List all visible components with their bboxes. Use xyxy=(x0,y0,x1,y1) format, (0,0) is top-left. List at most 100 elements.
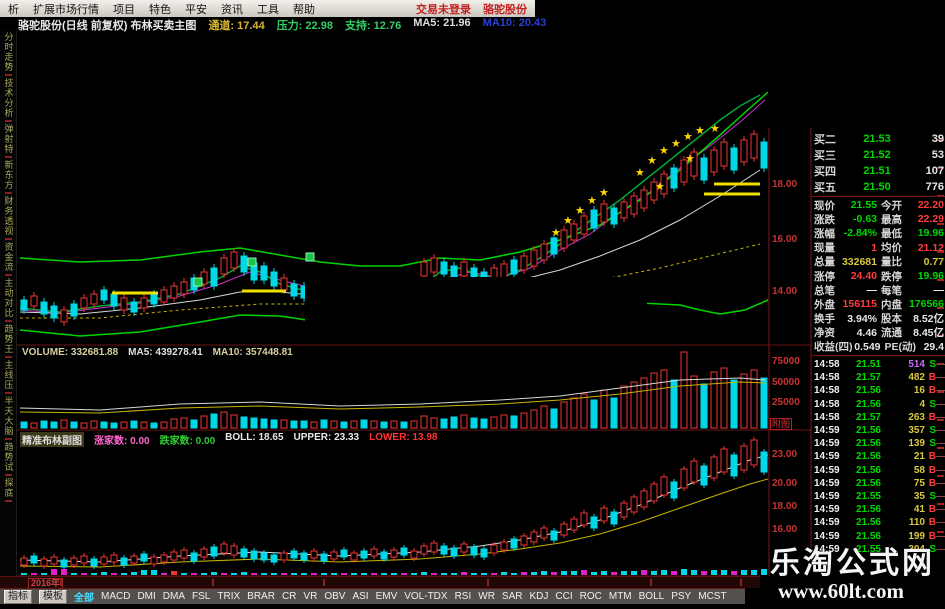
tick-dash: — xyxy=(936,398,945,410)
tick-side: B xyxy=(928,372,936,384)
sidebar-item-11[interactable]: 探底 xyxy=(3,478,14,498)
sidebar-separator xyxy=(4,156,12,158)
sidebar-item-8[interactable]: 主线压 xyxy=(3,360,14,390)
tick-list[interactable]: 14:58 21.51 514 S —14:58 21.57 482 B —14:58 21.56… xyxy=(814,358,945,556)
sidebar-item-10[interactable]: 趋势试 xyxy=(3,442,14,472)
sidebar-item-5[interactable]: 资金流 xyxy=(3,242,14,272)
tick-row: 14:58 21.51 514 S — xyxy=(814,358,945,371)
tab-cci[interactable]: CCI xyxy=(555,591,573,602)
tab-psy[interactable]: PSY xyxy=(671,591,692,602)
tick-dash: — xyxy=(936,504,945,516)
tab-obv[interactable]: OBV xyxy=(324,591,346,602)
tab-macd[interactable]: MACD xyxy=(101,591,131,602)
tick-volume: 41 xyxy=(913,504,925,516)
tick-row: 14:59 21.56 139 S — xyxy=(814,437,945,450)
bottom-button-模板[interactable]: 模板 xyxy=(39,589,67,604)
menu-item[interactable]: 项目 xyxy=(113,3,135,16)
info-label: 收益(四) xyxy=(814,341,853,354)
svg-text:★: ★ xyxy=(655,181,665,193)
tab-cr[interactable]: CR xyxy=(281,591,297,602)
tick-side: B xyxy=(928,530,936,542)
tick-side: S xyxy=(929,438,936,450)
menu-item[interactable]: 析 xyxy=(8,3,19,16)
tick-time: 14:59 xyxy=(814,504,840,516)
axis-label: 18.00 xyxy=(772,179,798,190)
info-label: 涨跌 xyxy=(814,213,835,226)
tab-boll[interactable]: BOLL xyxy=(638,591,665,602)
tick-time: 14:59 xyxy=(814,477,840,489)
tick-price: 21.56 xyxy=(855,477,881,489)
svg-text:★: ★ xyxy=(685,153,695,165)
bid-price: 21.51 xyxy=(863,165,891,177)
tick-price: 21.56 xyxy=(855,464,881,476)
sidebar-item-1[interactable]: 技术分析 xyxy=(3,78,14,118)
sidebar-separator xyxy=(4,120,12,122)
bid-volume: 107 xyxy=(925,165,944,177)
timeline-axis[interactable]: 2016年 xyxy=(0,576,760,589)
tick-time: 14:59 xyxy=(814,517,840,529)
tab-mtm[interactable]: MTM xyxy=(608,591,632,602)
tab-sar[interactable]: SAR xyxy=(501,591,523,602)
sidebar-separator xyxy=(4,192,12,194)
menu-item[interactable]: 工具 xyxy=(257,3,279,16)
tick-price: 21.55 xyxy=(855,543,881,555)
tab-dma[interactable]: DMA xyxy=(162,591,186,602)
tab-vol-tdx[interactable]: VOL-TDX xyxy=(404,591,448,602)
menu-item[interactable]: 扩展市场行情 xyxy=(33,3,99,16)
sidebar-item-9[interactable]: 半天大脑 xyxy=(3,396,14,436)
info-value: 29.4 xyxy=(923,340,944,353)
tab-mcst[interactable]: MCST xyxy=(698,591,727,602)
tab-kdj[interactable]: KDJ xyxy=(529,591,549,602)
info-label: 净资 xyxy=(814,327,835,340)
bid-label: 买三 xyxy=(814,150,836,162)
volume-stat: MA10: 357448.81 xyxy=(212,347,293,358)
info-value: -2.84% xyxy=(843,227,877,240)
tick-row: 14:59 21.56 21 B — xyxy=(814,450,945,463)
sidebar-separator xyxy=(4,438,12,440)
tick-dash: — xyxy=(936,438,945,450)
menu-item[interactable]: 资讯 xyxy=(221,3,243,16)
menu-item[interactable]: 特色 xyxy=(149,3,171,16)
tab-wr[interactable]: WR xyxy=(478,591,495,602)
tab-rsi[interactable]: RSI xyxy=(454,591,472,602)
sub-indicator-header: 精准布林副图 涨家数: 0.00 跌家数: 0.00 BOLL: 18.65 UPPE… xyxy=(20,432,437,447)
info-value: 0.77 xyxy=(923,255,944,268)
axis-label: 18.00 xyxy=(772,501,798,512)
tab-vr[interactable]: VR xyxy=(303,591,318,602)
tab-dmi[interactable]: DMI xyxy=(137,591,156,602)
tick-time: 14:59 xyxy=(814,490,840,502)
tab-asi[interactable]: ASI xyxy=(352,591,369,602)
info-value: 4.46 xyxy=(856,326,877,339)
info-value: 19.96 xyxy=(917,227,944,240)
tab-trix[interactable]: TRIX xyxy=(217,591,241,602)
sub-indicator-stat: UPPER: 23.33 xyxy=(293,432,360,443)
bid-label: 买四 xyxy=(814,166,836,178)
trade-login-status[interactable]: 交易未登录 xyxy=(416,3,471,16)
sidebar-item-0[interactable]: 分时走势 xyxy=(3,32,14,72)
tab-fsl[interactable]: FSL xyxy=(192,591,211,602)
sidebar-item-2[interactable]: 弹射特 xyxy=(3,124,14,154)
tick-volume: 110 xyxy=(908,517,925,529)
tab-roc[interactable]: ROC xyxy=(579,591,602,602)
tick-price: 21.51 xyxy=(855,359,881,371)
volume-stat: VOLUME: 332681.88 xyxy=(22,347,119,358)
tab-brar[interactable]: BRAR xyxy=(247,591,275,602)
menu-item[interactable]: 平安 xyxy=(185,3,207,16)
bid-volume: 39 xyxy=(931,133,944,145)
tick-volume: 139 xyxy=(908,438,925,450)
tick-time: 14:58 xyxy=(814,372,840,384)
sidebar-item-3[interactable]: 新东方 xyxy=(3,160,14,190)
sidebar-item-4[interactable]: 财务透视 xyxy=(3,196,14,236)
axis-label: 75000 xyxy=(772,356,800,367)
menu-item[interactable]: 帮助 xyxy=(293,3,315,16)
sidebar-item-7[interactable]: 趋势王 xyxy=(3,324,14,354)
tick-row: 14:59 21.55 304 S — xyxy=(814,543,945,556)
bottom-button-指标[interactable]: 指标 xyxy=(4,589,32,604)
stock-name-shortcut[interactable]: 骆驼股份 xyxy=(483,3,527,16)
tab-all[interactable]: 全部 xyxy=(74,593,94,604)
sidebar-item-6[interactable]: 主动对比 xyxy=(3,278,14,318)
tick-dash: — xyxy=(936,385,945,397)
tick-side: B xyxy=(928,504,936,516)
tab-emv[interactable]: EMV xyxy=(375,591,398,602)
